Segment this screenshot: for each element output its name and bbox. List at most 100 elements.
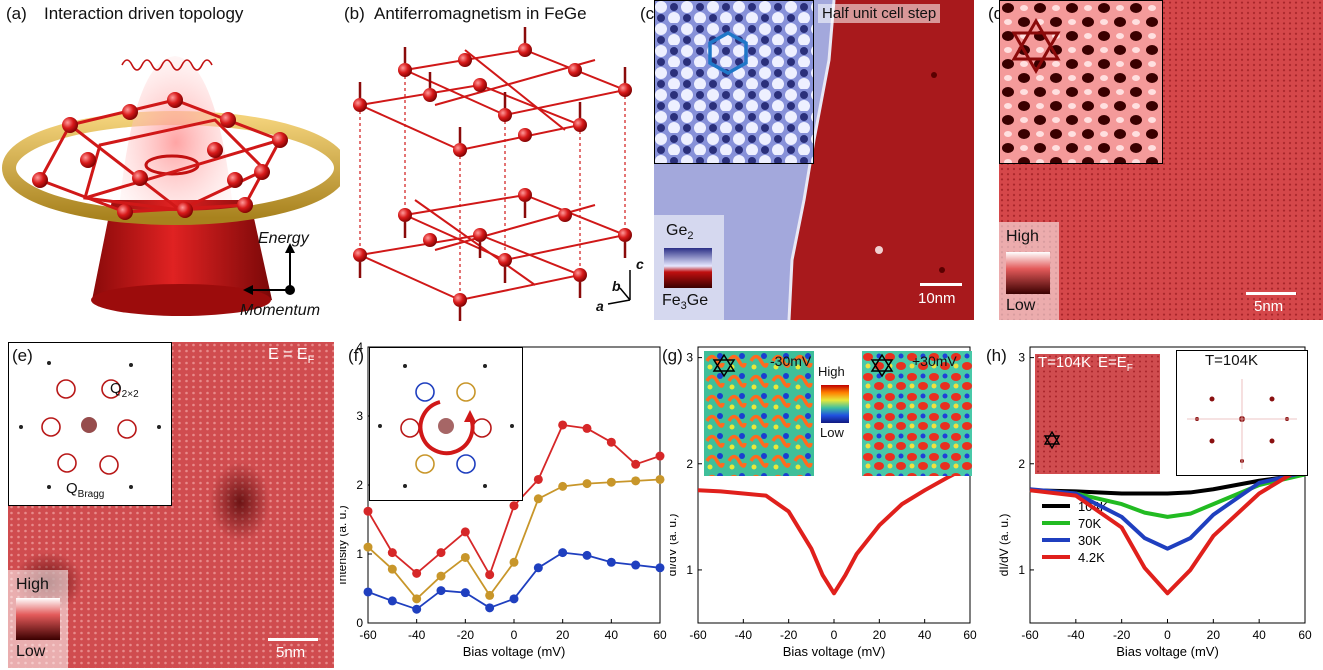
x-tick-label-g-2: -20 <box>780 628 798 642</box>
data-point-f-2-6 <box>509 594 519 604</box>
data-point-f-2-0 <box>363 587 373 597</box>
x-axis-label-h: Bias voltage (mV) <box>1116 644 1219 659</box>
x-tick-label-h-2: -20 <box>1113 628 1131 642</box>
data-point-f-0-0 <box>363 506 373 516</box>
h-inset-fft <box>1176 350 1308 476</box>
data-point-f-2-1 <box>387 596 397 606</box>
data-point-f-1-5 <box>485 590 495 600</box>
data-point-f-1-3 <box>436 571 446 581</box>
x-tick-label-f-4: 20 <box>556 628 570 642</box>
scale-bar-d <box>1246 292 1296 295</box>
series-line-h-2 <box>1029 470 1306 551</box>
data-point-f-0-6 <box>509 501 519 511</box>
colorbar-bottom-label: Fe3Ge <box>662 292 709 313</box>
data-point-f-1-12 <box>655 474 665 484</box>
kagome-inset <box>999 0 1163 164</box>
x-tick-label-h-5: 40 <box>1252 628 1266 642</box>
data-point-f-0-8 <box>558 420 568 430</box>
data-point-f-2-2 <box>412 604 422 614</box>
y-tick-label-f-3: 3 <box>356 409 363 423</box>
g-colorbar-high: High <box>818 364 845 379</box>
x-tick-label-h-0: -60 <box>1021 628 1039 642</box>
panel-f: (f) -60 -40 -20 0 20 40 60 0 1 2 3 4 Bias voltage (m… <box>340 330 670 670</box>
data-point-f-1-4 <box>460 552 470 562</box>
x-tick-label-g-6: 60 <box>963 628 977 642</box>
ge-colorbar <box>664 248 712 288</box>
topology-illustration <box>2 56 340 316</box>
x-tick-label-f-5: 40 <box>605 628 619 642</box>
data-point-f-2-3 <box>436 586 446 596</box>
data-point-f-0-12 <box>655 451 665 461</box>
data-point-f-0-10 <box>606 437 616 447</box>
y-tick-label-g-0: 1 <box>686 563 693 577</box>
lattice-axis-b: b <box>612 278 621 294</box>
legend-label-2: 30K <box>1078 533 1101 548</box>
y-axis-label-g: dI/dV (a. u.) <box>670 514 679 577</box>
data-point-f-1-10 <box>606 477 616 487</box>
panel-e-label: (e) <box>12 346 33 365</box>
x-tick-label-f-1: -40 <box>408 628 426 642</box>
h-inset-right-temp: T=104K <box>1205 352 1258 369</box>
h-inset-map <box>1035 354 1160 474</box>
data-point-f-2-8 <box>558 548 568 558</box>
h-inset-left-energy: E=EF <box>1098 354 1133 374</box>
panel-b-title: Antiferromagnetism in FeGe <box>374 4 587 23</box>
q22-label: Q2×2 <box>110 380 139 400</box>
x-tick-label-h-1: -40 <box>1067 628 1085 642</box>
lattice-axis-a: a <box>596 298 604 314</box>
lattice-axis-c: c <box>636 256 644 272</box>
panel-f-label: (f) <box>348 346 365 365</box>
panel-c: (c) Ge2 Fe3Ge Half unit cell step 10nm <box>640 0 974 320</box>
x-tick-label-g-4: 20 <box>873 628 887 642</box>
x-tick-label-g-0: -60 <box>689 628 707 642</box>
inset-plus30-label: +30mV <box>912 353 957 369</box>
x-tick-label-f-3: 0 <box>511 628 518 642</box>
dIdV-chart-g: -60 -40 -20 0 20 40 60 1 2 3 Bias voltage (mV) dI/d… <box>670 346 977 659</box>
data-point-f-1-11 <box>631 476 641 486</box>
fft-inset-e <box>8 342 172 506</box>
data-point-f-0-9 <box>582 423 592 433</box>
y-tick-label-h-1: 2 <box>1018 457 1025 471</box>
y-tick-label-h-0: 1 <box>1018 563 1025 577</box>
data-point-f-2-5 <box>485 603 495 613</box>
panel-g-label: (g) <box>662 346 683 365</box>
e-colorbar-low: Low <box>16 643 46 660</box>
x-tick-label-g-1: -40 <box>735 628 753 642</box>
colorbar-top-label: Ge2 <box>666 222 694 243</box>
data-point-f-1-9 <box>582 479 592 489</box>
y-tick-label-g-1: 2 <box>686 457 693 471</box>
energy-axis-label: Energy <box>258 230 309 247</box>
g-colorbar <box>821 385 849 423</box>
legend-label-1: 70K <box>1078 516 1101 531</box>
inset-minus30-label: -30mV <box>770 353 812 369</box>
data-point-f-0-5 <box>485 570 495 580</box>
x-tick-label-f-2: -20 <box>457 628 475 642</box>
scale-bar-c <box>920 283 962 286</box>
panel-g: (g) -60 -40 -20 0 20 40 60 1 2 3 Bias voltage (mV)… <box>662 330 990 670</box>
dIdV-chart-h: -60 -40 -20 0 20 40 60 1 2 3 Bias voltage (mV) dI/d… <box>997 346 1312 659</box>
panel-h-label: (h) <box>986 346 1007 365</box>
fft-inset-f <box>369 347 523 501</box>
d-colorbar <box>1006 252 1050 294</box>
scale-label-e: 5nm <box>276 644 306 661</box>
h-inset-left-temp: T=104K <box>1038 354 1091 371</box>
ge-lattice-inset <box>654 0 814 164</box>
data-point-f-1-1 <box>387 564 397 574</box>
legend-label-3: 4.2K <box>1078 550 1105 565</box>
y-tick-label-g-2: 3 <box>686 351 693 365</box>
lattice-illustration <box>353 27 632 321</box>
panel-a-label: (a) <box>6 4 27 23</box>
d-colorbar-low: Low <box>1006 297 1036 314</box>
panel-d: (d) High Low 5nm <box>984 0 1323 320</box>
scale-label-d: 5nm <box>1254 298 1284 315</box>
x-tick-label-f-6: 60 <box>653 628 667 642</box>
e-colorbar-high: High <box>16 576 49 593</box>
data-point-f-0-3 <box>436 548 446 558</box>
y-tick-label-h-2: 3 <box>1018 351 1025 365</box>
data-point-f-0-1 <box>387 548 397 558</box>
data-point-f-2-11 <box>631 560 641 570</box>
half-unit-step-label: Half unit cell step <box>818 4 941 23</box>
y-tick-label-f-2: 2 <box>356 478 363 492</box>
y-axis-label-f: Intensity (a. u.) <box>340 505 349 584</box>
y-tick-label-f-0: 0 <box>356 616 363 630</box>
